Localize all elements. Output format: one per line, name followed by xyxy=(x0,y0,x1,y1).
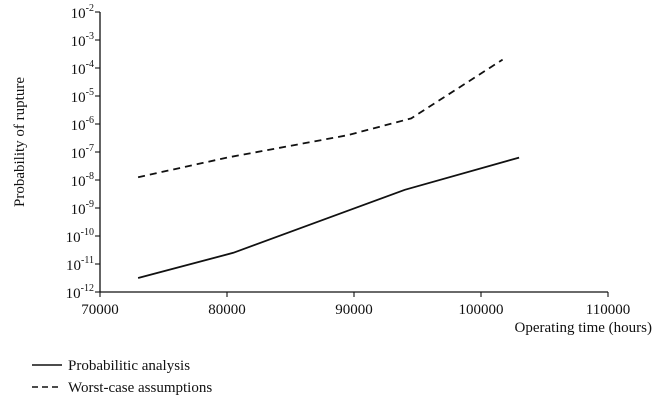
x-tick-label: 110000 xyxy=(586,302,630,318)
legend-label-probabilistic: Probabilitic analysis xyxy=(68,358,190,374)
y-tick-label: 10-12 xyxy=(66,283,94,302)
legend: Probabilitic analysis Worst-case assumpt… xyxy=(32,358,212,396)
y-tick-label: 10-4 xyxy=(71,59,94,78)
y-axis-label: Probability of rupture xyxy=(12,77,28,207)
axes xyxy=(99,12,608,293)
y-tick-label: 10-11 xyxy=(66,255,94,274)
series-line-probabilistic xyxy=(137,156,520,279)
x-axis-label: Operating time (hours) xyxy=(515,320,652,336)
series-lines xyxy=(137,58,520,279)
x-tick-label: 100000 xyxy=(459,302,504,318)
y-tick-label: 10-2 xyxy=(71,3,94,22)
y-tick-label: 10-5 xyxy=(71,87,94,106)
x-tick-label: 90000 xyxy=(335,302,373,318)
y-tick-label: 10-9 xyxy=(71,199,94,218)
y-tick-label: 10-3 xyxy=(71,31,94,50)
y-axis-ticks: 10-2 10-3 10-4 10-5 10-6 10-7 10-8 10-9 10-10 10-… xyxy=(66,3,100,302)
x-tick-label: 70000 xyxy=(81,302,119,318)
x-axis-ticks: 70000 80000 90000 100000 110000 xyxy=(81,292,630,318)
y-tick-label: 10-6 xyxy=(71,115,94,134)
series-line-worst-case xyxy=(137,58,504,179)
y-tick-label: 10-7 xyxy=(71,143,94,162)
x-tick-label: 80000 xyxy=(208,302,246,318)
y-tick-label: 10-10 xyxy=(66,227,94,246)
y-tick-label: 10-8 xyxy=(71,171,94,190)
legend-label-worst-case: Worst-case assumptions xyxy=(68,380,212,396)
